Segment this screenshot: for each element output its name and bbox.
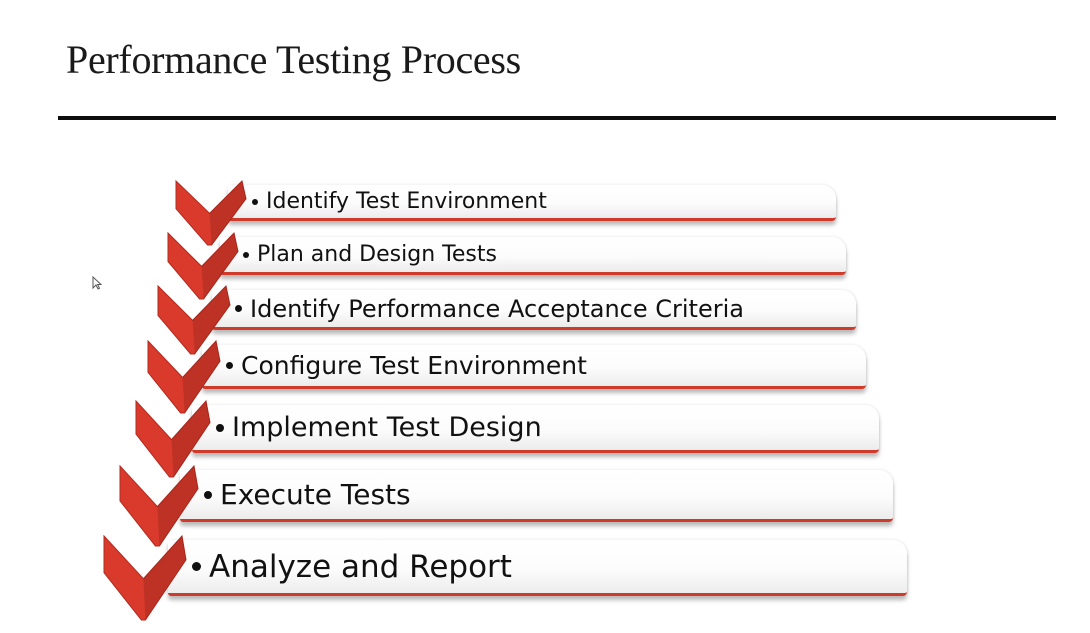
- bullet-dot: [204, 490, 212, 499]
- step-bar: [202, 345, 866, 389]
- chevron-down-icon: [103, 534, 187, 621]
- bullet-dot: [252, 198, 258, 205]
- step-bar: [228, 185, 836, 221]
- chevron-down-icon: [157, 284, 231, 355]
- step-label: Plan and Design Tests: [257, 242, 497, 267]
- mouse-pointer-icon: [92, 276, 102, 290]
- step-bar: [212, 290, 856, 330]
- step-label: Identify Performance Acceptance Criteria: [250, 294, 744, 323]
- process-step: Identify Test Environment: [175, 179, 836, 246]
- title-divider: [58, 116, 1056, 120]
- step-bar: [220, 237, 846, 275]
- process-step: Identify Performance Acceptance Criteria: [157, 284, 856, 355]
- bullet-dot: [235, 305, 242, 312]
- step-label: Implement Test Design: [232, 412, 542, 443]
- process-step: Plan and Design Tests: [167, 231, 846, 300]
- step-label: Analyze and Report: [209, 548, 512, 585]
- chevron-down-icon: [135, 399, 211, 478]
- step-label: Configure Test Environment: [241, 351, 587, 380]
- slide-title: Performance Testing Process: [66, 37, 521, 82]
- process-step: Analyze and Report: [103, 534, 907, 621]
- bullet-dot: [226, 362, 233, 369]
- process-step: Configure Test Environment: [147, 339, 866, 414]
- step-label: Execute Tests: [220, 478, 411, 511]
- step-bar: [180, 470, 893, 522]
- bullet-dot: [216, 423, 224, 432]
- process-step: Implement Test Design: [135, 399, 879, 478]
- bullet-dot: [243, 251, 249, 258]
- step-label: Identify Test Environment: [266, 189, 547, 214]
- step-bar: [192, 405, 879, 453]
- chevron-down-icon: [119, 464, 199, 547]
- step-bar: [168, 540, 907, 596]
- chevron-down-icon: [167, 231, 239, 300]
- process-step: Execute Tests: [119, 464, 893, 547]
- bullet-dot: [192, 562, 201, 571]
- chevron-down-icon: [175, 179, 247, 246]
- chevron-down-icon: [147, 339, 221, 414]
